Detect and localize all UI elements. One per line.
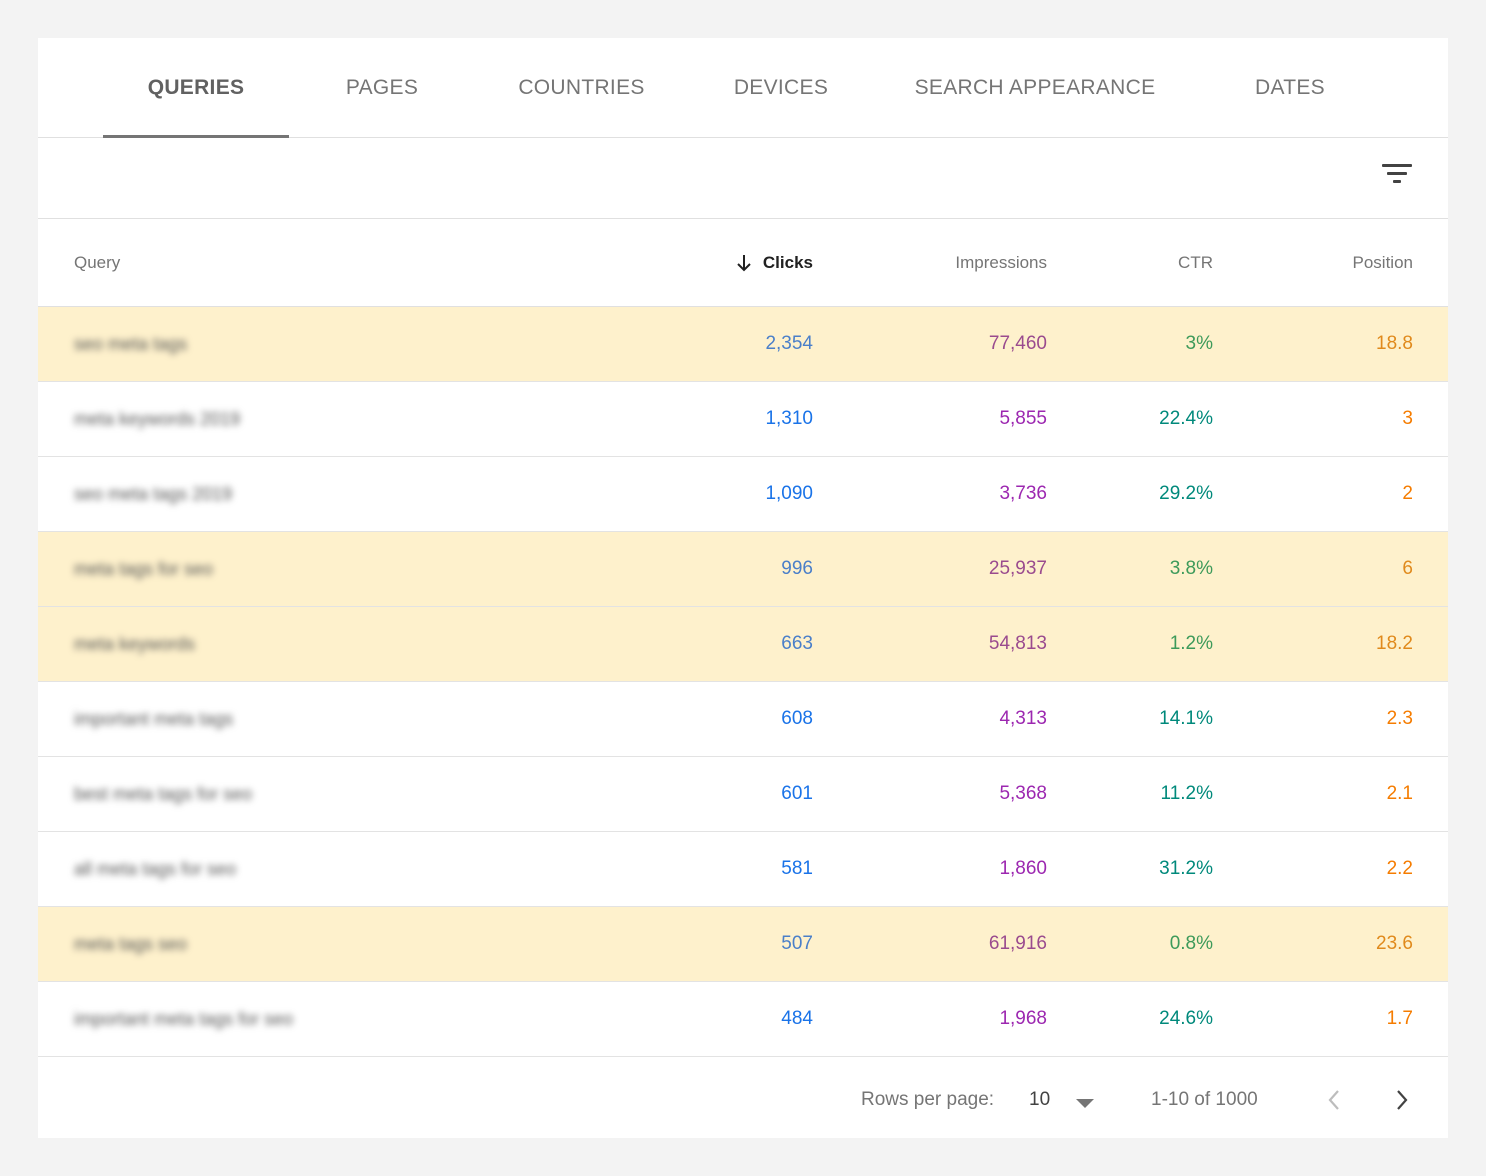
table-row[interactable]: seo meta tags 2019 1,090 3,736 29.2% 2 [38,457,1448,532]
table-header: Query Clicks Impressions CTR Position [38,219,1448,307]
column-header-position[interactable]: Position [1352,252,1413,272]
table-row[interactable]: important meta tags for seo 484 1,968 24.6%… [38,982,1448,1057]
table-row[interactable]: all meta tags for seo 581 1,860 31.2% 2.2 [38,832,1448,907]
cell-clicks: 996 [781,558,813,579]
rows-per-page-value: 10 [1029,1089,1051,1110]
performance-table-card: QUERIES PAGES COUNTRIES DEVICES SEARCH A… [38,38,1448,1138]
column-header-clicks-label: Clicks [762,252,813,272]
cell-query: meta tags for seo [74,558,214,579]
cell-impressions: 5,855 [999,408,1047,429]
cell-impressions: 61,916 [988,933,1047,954]
cell-ctr: 31.2% [1159,858,1213,879]
cell-query: important meta tags [74,708,234,729]
cell-clicks: 608 [781,708,813,729]
cell-ctr: 29.2% [1159,483,1213,504]
cell-position: 1.7 [1386,1008,1413,1029]
arrow-drop-down-icon [1076,1098,1095,1108]
table-row[interactable]: meta tags for seo 996 25,937 3.8% 6 [38,532,1448,607]
cell-position: 2.3 [1386,708,1413,729]
table-row[interactable]: meta keywords 663 54,813 1.2% 18.2 [38,607,1448,682]
cell-position: 2.1 [1386,783,1413,804]
tab-search-appearance[interactable]: SEARCH APPEARANCE [914,75,1156,99]
cell-ctr: 3.8% [1169,558,1213,579]
cell-ctr: 11.2% [1160,783,1213,804]
filter-list-icon[interactable] [1382,161,1412,187]
cell-position: 23.6 [1376,933,1413,954]
table-row[interactable]: meta keywords 2019 1,310 5,855 22.4% 3 [38,382,1448,457]
rows-per-page-label: Rows per page: [861,1089,995,1110]
cell-position: 3 [1402,408,1413,429]
chevron-left-icon[interactable] [1322,1057,1346,1143]
cell-clicks: 484 [781,1008,813,1029]
cell-clicks: 663 [781,633,813,654]
chevron-right-icon[interactable] [1390,1057,1414,1143]
cell-query: seo meta tags [74,333,188,354]
tab-dates[interactable]: DATES [1255,75,1325,99]
cell-clicks: 507 [781,933,813,954]
cell-impressions: 5,368 [999,783,1047,804]
table-body: seo meta tags 2,354 77,460 3% 18.8 meta keywo… [38,307,1448,1057]
tab-pages[interactable]: PAGES [345,75,419,99]
cell-position: 6 [1402,558,1413,579]
cell-impressions: 4,313 [999,708,1047,729]
active-tab-indicator [103,135,289,138]
dimension-tabs: QUERIES PAGES COUNTRIES DEVICES SEARCH A… [38,38,1448,138]
cell-ctr: 14.1% [1159,708,1213,729]
table-row[interactable]: important meta tags 608 4,313 14.1% 2.3 [38,682,1448,757]
column-header-clicks[interactable]: Clicks [598,219,813,306]
cell-clicks: 601 [781,783,813,804]
cell-impressions: 54,813 [988,633,1047,654]
cell-query: all meta tags for seo [74,858,237,879]
rows-per-page-select[interactable]: 10 [1029,1057,1095,1143]
cell-clicks: 2,354 [765,333,813,354]
pagination-bar: Rows per page: 10 1-10 of 1000 [38,1057,1448,1143]
arrow-downward-icon [737,254,751,272]
cell-position: 2 [1402,483,1413,504]
column-header-impressions[interactable]: Impressions [955,252,1047,272]
tab-queries[interactable]: QUERIES [147,75,245,99]
cell-query: seo meta tags 2019 [74,483,233,504]
cell-impressions: 3,736 [999,483,1047,504]
table-row[interactable]: seo meta tags 2,354 77,460 3% 18.8 [38,307,1448,382]
cell-ctr: 1.2% [1169,633,1213,654]
tab-devices[interactable]: DEVICES [733,75,829,99]
cell-query: meta keywords [74,633,196,654]
cell-query: meta keywords 2019 [74,408,241,429]
cell-clicks: 1,310 [765,408,813,429]
cell-impressions: 77,460 [988,333,1047,354]
cell-position: 2.2 [1386,858,1413,879]
table-row[interactable]: meta tags seo 507 61,916 0.8% 23.6 [38,907,1448,982]
pagination-range: 1-10 of 1000 [1151,1089,1258,1110]
cell-clicks: 581 [781,858,813,879]
cell-impressions: 25,937 [988,558,1047,579]
cell-ctr: 3% [1185,333,1213,354]
cell-position: 18.8 [1376,333,1413,354]
column-header-query[interactable]: Query [74,252,121,272]
cell-impressions: 1,968 [999,1008,1047,1029]
tab-countries[interactable]: COUNTRIES [518,75,645,99]
cell-ctr: 22.4% [1159,408,1213,429]
cell-ctr: 0.8% [1169,933,1213,954]
table-row[interactable]: best meta tags for seo 601 5,368 11.2% 2.1 [38,757,1448,832]
cell-position: 18.2 [1376,633,1413,654]
cell-query: best meta tags for seo [74,783,253,804]
cell-ctr: 24.6% [1159,1008,1213,1029]
table-toolbar [38,138,1448,219]
cell-query: important meta tags for seo [74,1008,294,1029]
cell-impressions: 1,860 [999,858,1047,879]
column-header-ctr[interactable]: CTR [1178,252,1213,272]
cell-query: meta tags seo [74,933,188,954]
cell-clicks: 1,090 [765,483,813,504]
